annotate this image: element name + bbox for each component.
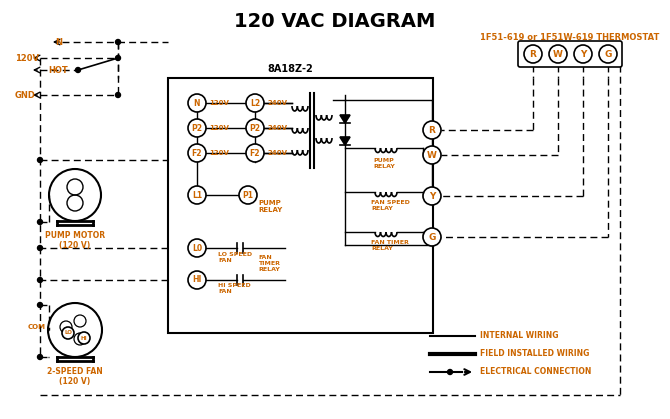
Circle shape	[38, 246, 42, 251]
Circle shape	[38, 158, 42, 163]
Text: R: R	[529, 49, 537, 59]
FancyBboxPatch shape	[518, 41, 622, 67]
Text: L2: L2	[250, 98, 260, 108]
Circle shape	[188, 119, 206, 137]
Circle shape	[38, 354, 42, 360]
Circle shape	[49, 169, 101, 221]
Text: FAN
TIMER
RELAY: FAN TIMER RELAY	[258, 255, 280, 272]
Text: 2-SPEED FAN
(120 V): 2-SPEED FAN (120 V)	[47, 367, 103, 386]
Text: 120 VAC DIAGRAM: 120 VAC DIAGRAM	[234, 12, 436, 31]
Circle shape	[188, 144, 206, 162]
Bar	[168, 78, 433, 333]
Circle shape	[188, 239, 206, 257]
Text: F2: F2	[250, 148, 260, 158]
Text: 240V: 240V	[267, 150, 287, 156]
Polygon shape	[340, 115, 350, 123]
Text: G: G	[428, 233, 436, 241]
Text: PUMP
RELAY: PUMP RELAY	[373, 158, 395, 169]
Circle shape	[423, 146, 441, 164]
Text: ELECTRICAL CONNECTION: ELECTRICAL CONNECTION	[480, 367, 592, 377]
Text: HI: HI	[192, 276, 202, 285]
Text: P2: P2	[249, 124, 261, 132]
Text: 240V: 240V	[267, 100, 287, 106]
Text: R: R	[429, 126, 436, 134]
Text: L0: L0	[192, 243, 202, 253]
Circle shape	[62, 327, 74, 339]
Circle shape	[246, 119, 264, 137]
Text: HOT: HOT	[48, 65, 68, 75]
Text: INTERNAL WIRING: INTERNAL WIRING	[480, 331, 559, 341]
Text: HI: HI	[80, 336, 87, 341]
Circle shape	[48, 303, 102, 357]
Circle shape	[423, 121, 441, 139]
Circle shape	[188, 186, 206, 204]
Text: F2: F2	[192, 148, 202, 158]
Text: 120V: 120V	[15, 54, 39, 62]
Text: 8A18Z-2: 8A18Z-2	[267, 64, 314, 74]
Text: 120V: 120V	[209, 100, 229, 106]
Circle shape	[78, 332, 90, 344]
Text: LO: LO	[64, 331, 72, 336]
Text: PUMP
RELAY: PUMP RELAY	[258, 200, 282, 213]
Text: N: N	[194, 98, 200, 108]
Text: G: G	[604, 49, 612, 59]
Text: HI SPEED
FAN: HI SPEED FAN	[218, 283, 251, 294]
Circle shape	[188, 94, 206, 112]
Text: Y: Y	[580, 49, 586, 59]
Circle shape	[38, 303, 42, 308]
Text: P2: P2	[192, 124, 202, 132]
Circle shape	[423, 187, 441, 205]
Text: GND: GND	[15, 91, 36, 99]
Circle shape	[239, 186, 257, 204]
Circle shape	[115, 93, 121, 98]
Text: W: W	[427, 150, 437, 160]
Text: Y: Y	[429, 191, 436, 201]
Circle shape	[115, 39, 121, 44]
Circle shape	[599, 45, 617, 63]
Text: 240V: 240V	[267, 125, 287, 131]
Circle shape	[574, 45, 592, 63]
Circle shape	[188, 271, 206, 289]
Text: FAN TIMER
RELAY: FAN TIMER RELAY	[371, 240, 409, 251]
Text: COM: COM	[28, 324, 46, 330]
Text: L1: L1	[192, 191, 202, 199]
Polygon shape	[340, 137, 350, 145]
Circle shape	[549, 45, 567, 63]
Text: P1: P1	[243, 191, 253, 199]
Text: FAN SPEED
RELAY: FAN SPEED RELAY	[371, 200, 410, 211]
Text: PUMP MOTOR
(120 V): PUMP MOTOR (120 V)	[45, 231, 105, 251]
Text: FIELD INSTALLED WIRING: FIELD INSTALLED WIRING	[480, 349, 590, 359]
Text: W: W	[553, 49, 563, 59]
Text: 1F51-619 or 1F51W-619 THERMOSTAT: 1F51-619 or 1F51W-619 THERMOSTAT	[480, 33, 660, 41]
Circle shape	[448, 370, 452, 375]
Text: LO SPEED
FAN: LO SPEED FAN	[218, 252, 252, 263]
Circle shape	[115, 55, 121, 60]
Text: 120V: 120V	[209, 150, 229, 156]
Circle shape	[246, 144, 264, 162]
Circle shape	[423, 228, 441, 246]
Circle shape	[246, 94, 264, 112]
Circle shape	[38, 277, 42, 282]
Text: N: N	[55, 37, 62, 47]
Text: 120V: 120V	[209, 125, 229, 131]
Circle shape	[76, 67, 80, 72]
Circle shape	[38, 220, 42, 225]
Circle shape	[524, 45, 542, 63]
